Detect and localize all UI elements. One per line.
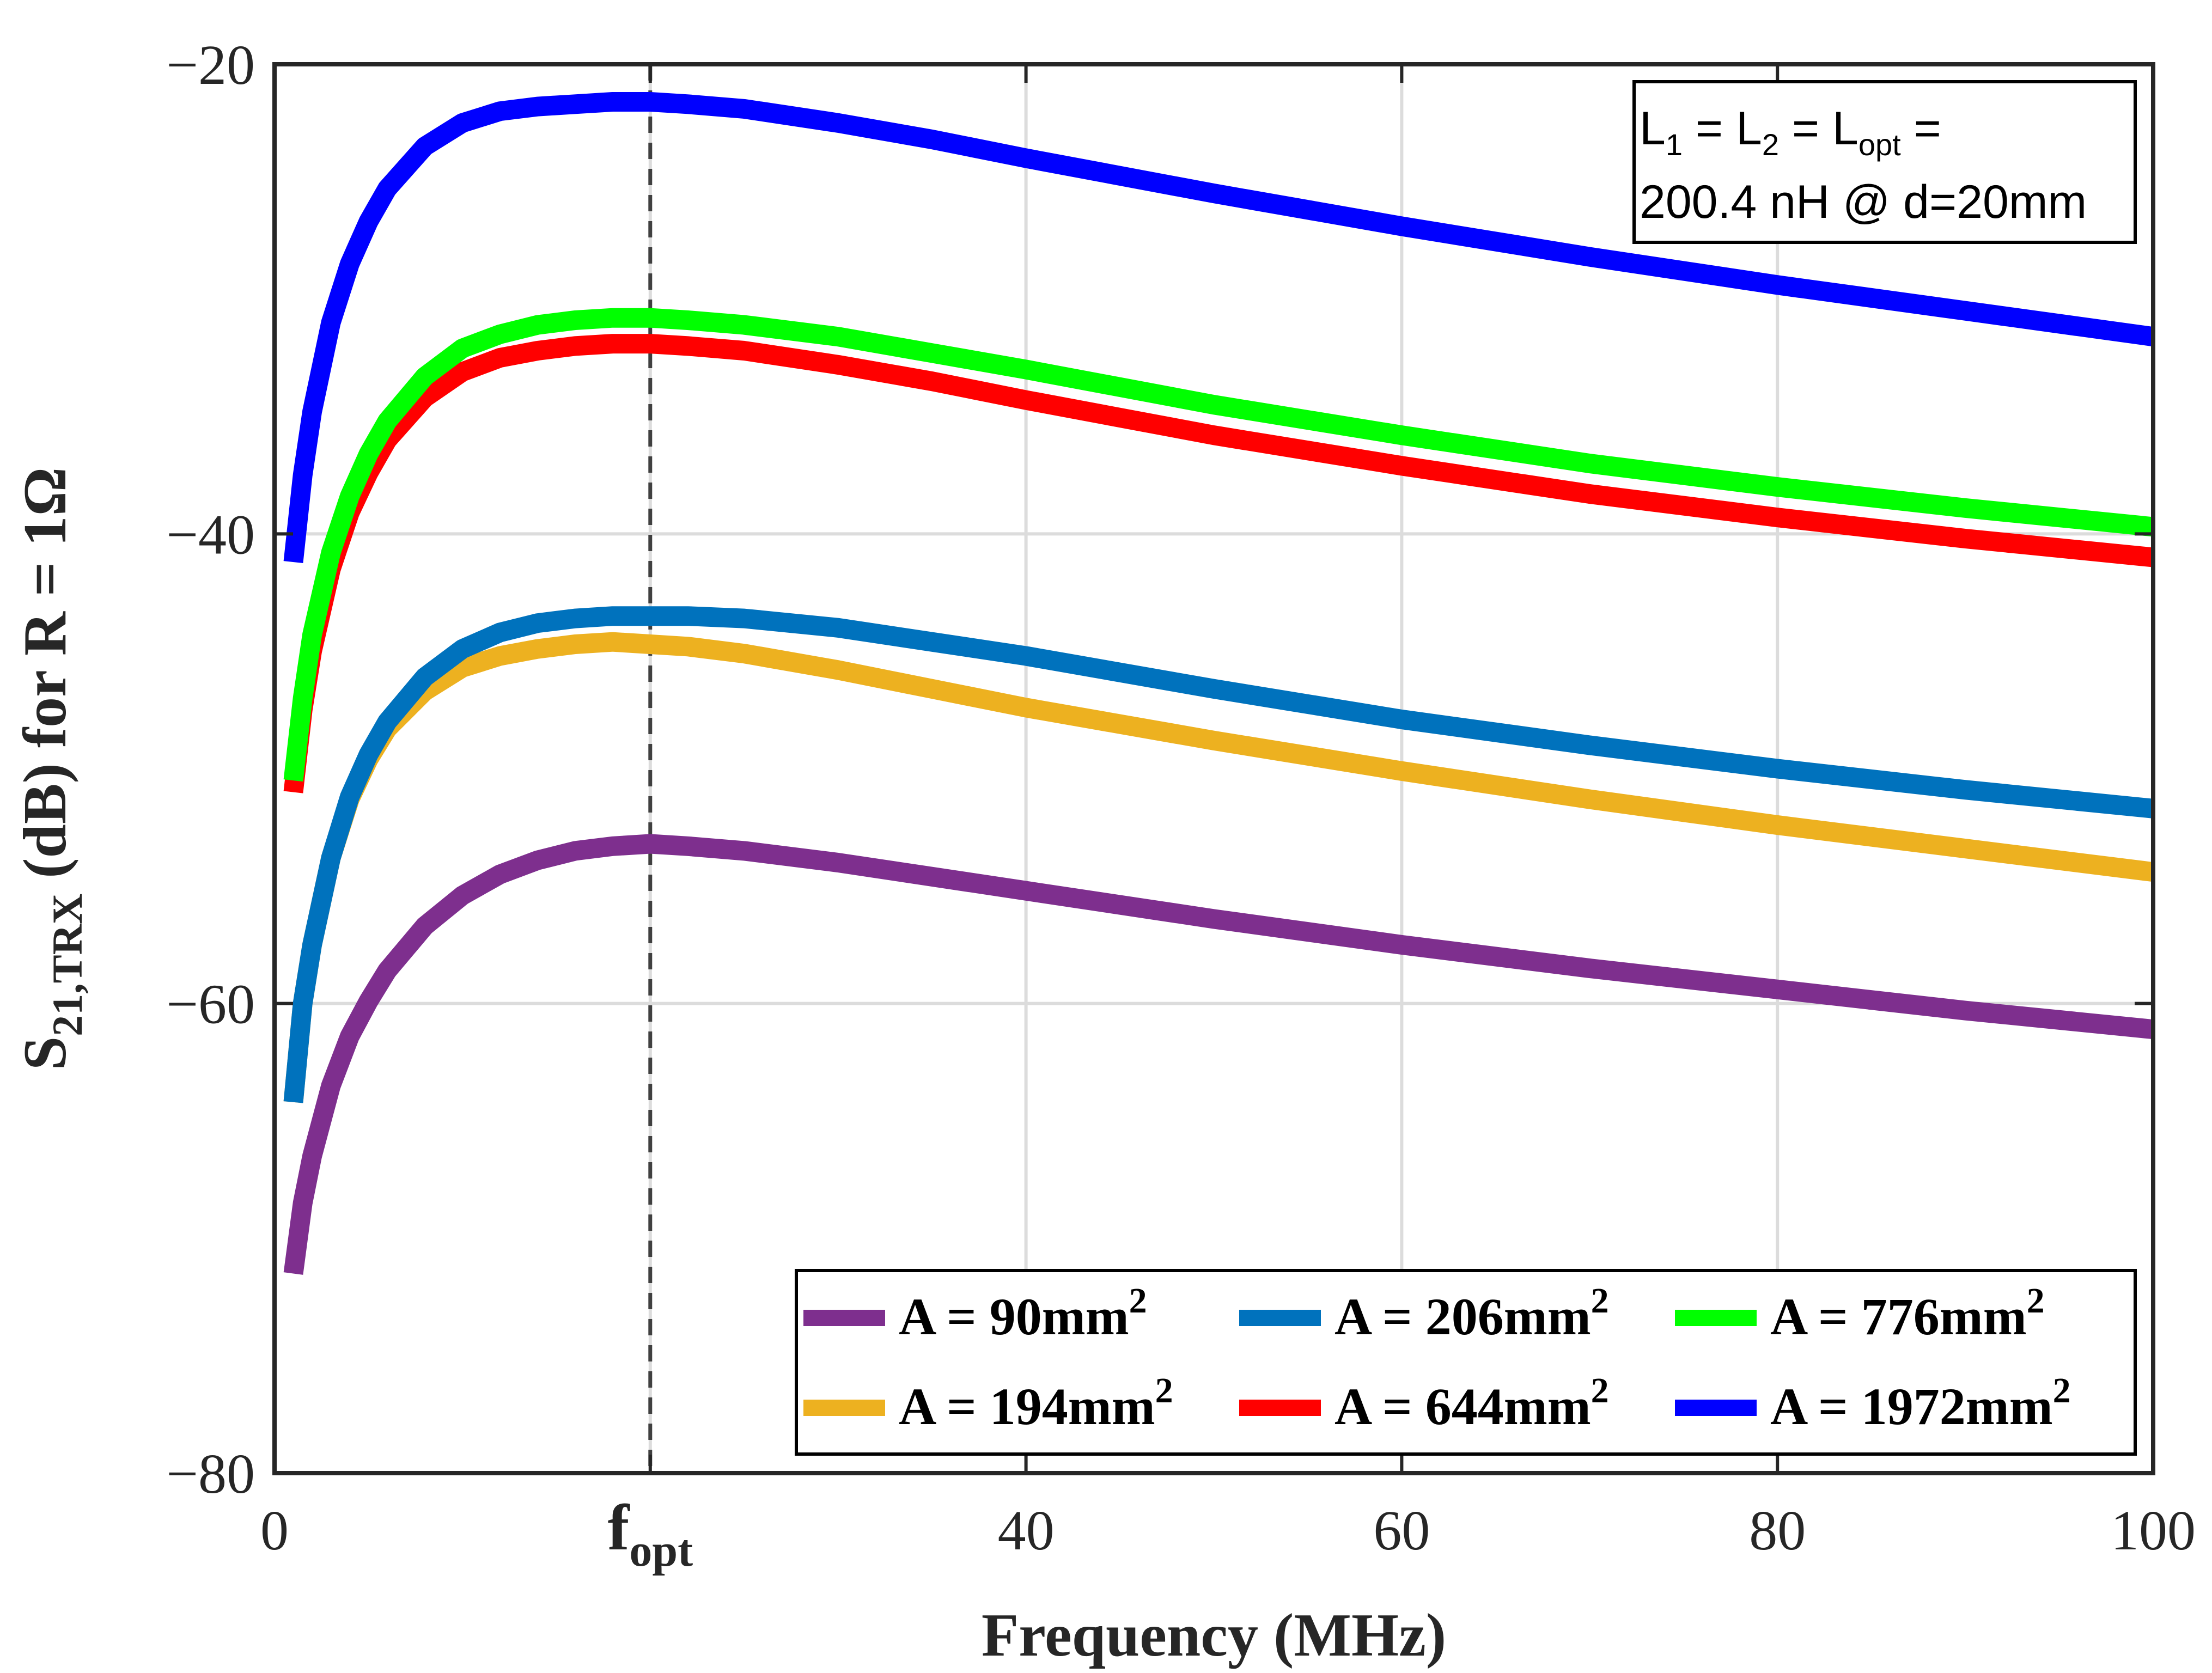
y-tick-label: −20 (166, 34, 255, 96)
x-tick-label-sub: opt (629, 1525, 693, 1576)
axis-ticks (273, 63, 2155, 1475)
y-axis-title-sub: 21,TRX (44, 894, 91, 1036)
series-line (283, 308, 2154, 782)
x-axis-title: Frequency (MHz) (982, 1602, 1446, 1669)
legend: A = 90mm2 A = 206mm2 A = 776mm2 A = 194mm2 A… (795, 1269, 2137, 1456)
y-tick-labels: −20 −40 −60 −80 (166, 34, 255, 1505)
series-lines (283, 92, 2155, 1275)
x-tick-label-main: f (607, 1491, 630, 1564)
legend-label: A = 644mm2 (1334, 1371, 1609, 1436)
legend-label: A = 1972mm2 (1770, 1371, 2071, 1436)
y-axis-title-rest: (dB) for R = 1Ω (11, 467, 79, 894)
x-tick-label: 80 (1749, 1499, 1806, 1562)
legend-label: A = 90mm2 (899, 1281, 1147, 1346)
y-tick-label: −40 (166, 503, 255, 566)
x-tick-labels: 0 fopt 40 60 80 100 (260, 1491, 2196, 1576)
series-line (283, 834, 2154, 1275)
legend-box (795, 1269, 2137, 1456)
y-tick-label: −80 (166, 1443, 255, 1505)
y-axis-title: S21,TRX (dB) for R = 1Ω (11, 467, 91, 1070)
y-tick-label: −60 (166, 973, 255, 1036)
x-tick-label: 100 (2111, 1499, 2196, 1562)
annotation-line-2: 200.4 nH @ d=20mm (1640, 176, 2087, 228)
x-tick-label: fopt (607, 1491, 693, 1576)
x-tick-label: 0 (260, 1499, 289, 1562)
annotation-box (1632, 80, 2137, 244)
series-line (283, 606, 2154, 1103)
legend-label: A = 206mm2 (1334, 1281, 1609, 1346)
legend-label: A = 194mm2 (899, 1371, 1173, 1436)
x-tick-label: 60 (1373, 1499, 1430, 1562)
series-line (283, 92, 2155, 564)
legend-label: A = 776mm2 (1770, 1281, 2045, 1346)
annotation-line-1: L1 = L2 = Lopt = (1640, 102, 1941, 162)
legend-items: A = 90mm2 A = 206mm2 A = 776mm2 A = 194mm2 A… (803, 1281, 2071, 1436)
x-tick-label: 40 (998, 1499, 1055, 1562)
inductance-annotation: L1 = L2 = Lopt = 200.4 nH @ d=20mm (1632, 80, 2137, 244)
plot-frame (272, 62, 2155, 1475)
y-axis-title-main: S (11, 1036, 79, 1070)
